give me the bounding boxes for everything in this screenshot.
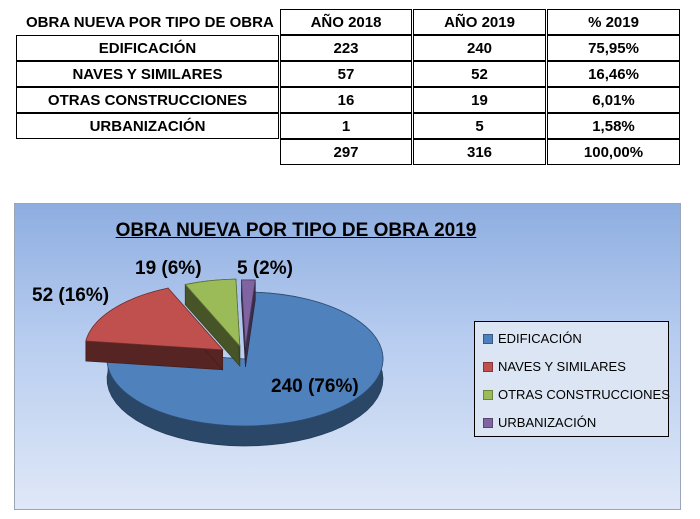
table-row: NAVES Y SIMILARES 57 52 16,46%: [0, 61, 700, 87]
slice-naves: [85, 287, 224, 371]
legend-item: URBANIZACIÓN: [483, 415, 596, 430]
table-row: EDIFICACIÓN 223 240 75,95%: [0, 35, 700, 61]
row-2019: 5: [413, 113, 546, 139]
legend-item: OTRAS CONSTRUCCIONES: [483, 387, 670, 402]
row-pct: 1,58%: [547, 113, 680, 139]
row-pct: 6,01%: [547, 87, 680, 113]
row-label: OTRAS CONSTRUCCIONES: [16, 87, 279, 113]
pie-chart: OBRA NUEVA POR TIPO DE OBRA 2019 240 (76…: [14, 203, 681, 510]
table-row: OTRAS CONSTRUCCIONES 16 19 6,01%: [0, 87, 700, 113]
slice-naves-top: [85, 287, 224, 351]
header-ano-2018: AÑO 2018: [280, 9, 412, 35]
row-pct: 16,46%: [547, 61, 680, 87]
row-2018: 223: [280, 35, 412, 61]
slice-urbanizacion: [241, 279, 256, 367]
total-pct: 100,00%: [547, 139, 680, 165]
row-2019: 19: [413, 87, 546, 113]
row-2018: 1: [280, 113, 412, 139]
header-pct-2019: % 2019: [547, 9, 680, 35]
chart-title: OBRA NUEVA POR TIPO DE OBRA 2019: [115, 220, 477, 241]
pie-chart-svg: [85, 278, 384, 447]
slice-otras: [184, 278, 241, 368]
data-label-urbanizacion: 5 (2%): [237, 258, 293, 279]
data-label-edificacion: 240 (76%): [271, 376, 359, 397]
legend-item: EDIFICACIÓN: [483, 331, 582, 346]
legend-label: EDIFICACIÓN: [498, 331, 582, 346]
table-row: URBANIZACIÓN 1 5 1,58%: [0, 113, 700, 139]
data-label-otras: 19 (6%): [135, 258, 202, 279]
legend-swatch: [483, 361, 493, 372]
total-2019: 316: [413, 139, 546, 165]
table-header-row: OBRA NUEVA POR TIPO DE OBRA AÑO 2018 AÑO…: [0, 9, 700, 35]
row-2019: 240: [413, 35, 546, 61]
row-2018: 16: [280, 87, 412, 113]
legend-swatch: [483, 333, 493, 344]
row-label: NAVES Y SIMILARES: [16, 61, 279, 87]
data-label-naves: 52 (16%): [32, 285, 110, 306]
row-label: EDIFICACIÓN: [16, 35, 279, 61]
header-obra-nueva: OBRA NUEVA POR TIPO DE OBRA: [26, 13, 274, 31]
legend-item: NAVES Y SIMILARES: [483, 359, 626, 374]
row-2019: 52: [413, 61, 546, 87]
row-2018: 57: [280, 61, 412, 87]
legend-label: URBANIZACIÓN: [498, 415, 597, 430]
table-totals-row: 297 316 100,00%: [0, 139, 700, 165]
slice-otras-top: [184, 278, 241, 348]
data-table: OBRA NUEVA POR TIPO DE OBRA AÑO 2018 AÑO…: [0, 0, 700, 170]
total-2018: 297: [280, 139, 412, 165]
slice-urbanizacion-top: [241, 279, 256, 347]
row-label: URBANIZACIÓN: [16, 113, 279, 139]
chart-legend: EDIFICACIÓN NAVES Y SIMILARES OTRAS CONS…: [474, 321, 670, 437]
legend-swatch: [483, 417, 493, 428]
row-pct: 75,95%: [547, 35, 680, 61]
header-ano-2019: AÑO 2019: [413, 9, 546, 35]
legend-swatch: [483, 389, 493, 400]
legend-label: OTRAS CONSTRUCCIONES: [498, 387, 670, 402]
legend-label: NAVES Y SIMILARES: [498, 359, 626, 374]
